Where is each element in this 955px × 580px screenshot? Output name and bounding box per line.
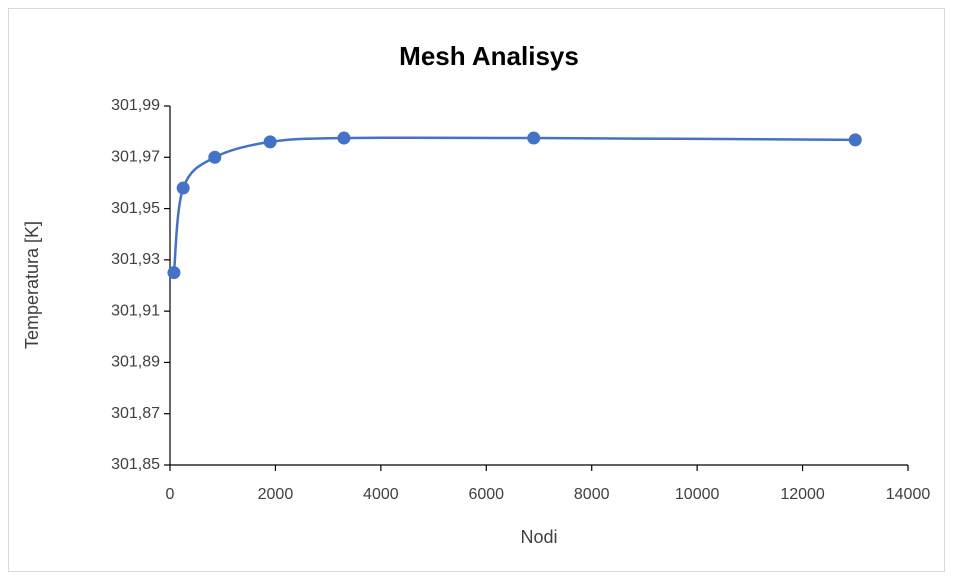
x-tick-label: 14000	[886, 486, 931, 503]
y-tick-label: 301,85	[111, 456, 160, 473]
x-tick-label: 8000	[574, 486, 610, 503]
x-tick-label: 4000	[363, 486, 399, 503]
y-tick-label: 301,89	[111, 354, 160, 371]
x-tick-label: 2000	[258, 486, 294, 503]
chart-frame	[8, 8, 945, 572]
y-tick-label: 301,95	[111, 200, 160, 217]
point	[176, 181, 190, 195]
point	[167, 266, 181, 280]
x-tick-label: 6000	[468, 486, 504, 503]
y-tick-label: 301,91	[111, 302, 160, 319]
y-tick-label: 301,87	[111, 405, 160, 422]
y-tick-label: 301,97	[111, 149, 160, 166]
y-tick-label: 301,99	[111, 97, 160, 114]
x-axis-label: Nodi	[520, 527, 557, 547]
chart-title: Mesh Analisys	[399, 41, 579, 71]
point	[527, 131, 541, 145]
point	[263, 135, 277, 149]
y-tick-label: 301,93	[111, 251, 160, 268]
x-tick-label: 0	[166, 486, 175, 503]
point	[208, 150, 222, 164]
x-tick-label: 10000	[675, 486, 720, 503]
y-axis-label: Temperatura [K]	[22, 221, 42, 349]
point	[848, 133, 862, 147]
x-tick-label: 12000	[780, 486, 825, 503]
point	[337, 131, 351, 145]
